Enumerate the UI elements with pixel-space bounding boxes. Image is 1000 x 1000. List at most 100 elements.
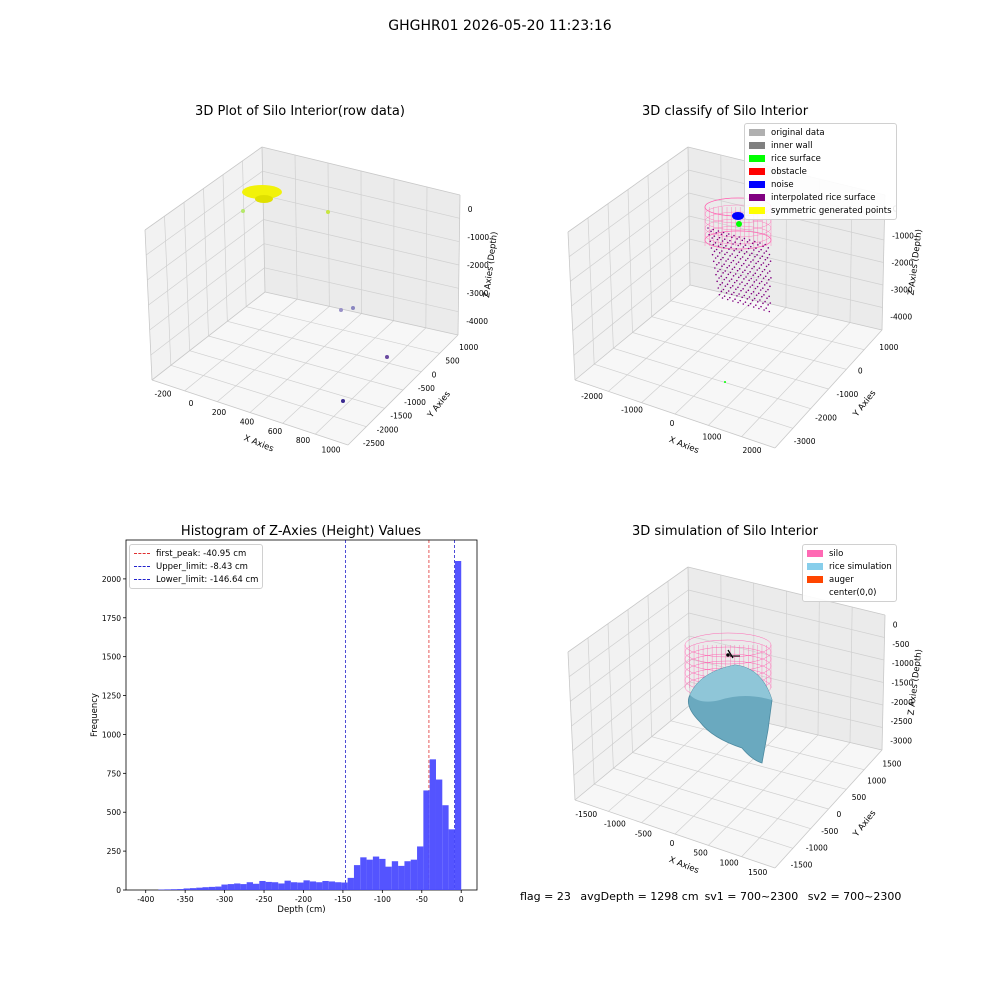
classify-surface-dot xyxy=(762,302,764,305)
classify-surface-dot xyxy=(726,251,728,254)
classify-surface-dot xyxy=(738,236,740,238)
classify-surface-dot xyxy=(733,291,735,294)
classify-surface-dot xyxy=(723,263,725,266)
classify-surface-dot xyxy=(755,247,757,249)
raw-ztick-label: -4000 xyxy=(466,317,488,326)
classify-surface-dot xyxy=(717,230,720,232)
classify-surface-dot xyxy=(727,273,730,276)
raw-grid-line xyxy=(360,170,362,314)
legend-classify-label: noise xyxy=(771,179,794,190)
classify-surface-dot xyxy=(727,258,729,260)
legend-sim-label: rice simulation xyxy=(829,561,892,572)
classify-surface-dot xyxy=(751,267,753,270)
classify-surface-dot xyxy=(736,269,739,272)
legend-hist-label: Upper_limit: -8.43 cm xyxy=(156,561,248,572)
sim-box-edge xyxy=(574,704,691,801)
sim-center-point xyxy=(726,653,730,657)
histogram-bar xyxy=(252,883,260,890)
classify-surface-dot xyxy=(747,289,750,292)
classify-surface-dot xyxy=(735,288,737,290)
raw-xtick-label: -200 xyxy=(154,390,171,399)
histogram-ytick-label: 1000 xyxy=(102,730,121,739)
raw-data-point xyxy=(385,355,389,359)
classify-box-edge xyxy=(574,379,776,449)
raw-box-edge xyxy=(151,379,349,446)
sim-xtick-label: 0 xyxy=(670,839,675,848)
classify-xtick-label: -2000 xyxy=(581,392,603,401)
histogram-xtick-label: -150 xyxy=(334,895,351,904)
classify-surface-dot xyxy=(755,262,757,265)
classify-surface-dot xyxy=(731,285,734,287)
classify-surface-dot xyxy=(760,280,763,283)
histogram-ytick-label: 750 xyxy=(107,769,122,778)
raw-ytick-label: -2500 xyxy=(363,439,385,448)
histogram-bar xyxy=(322,880,329,890)
classify-surface-dot xyxy=(767,288,769,291)
classify-surface-dot xyxy=(763,268,766,271)
sim-grid-line xyxy=(667,581,672,721)
classify-ytick-label: 1000 xyxy=(879,343,898,352)
classify-surface-dot xyxy=(754,240,756,243)
histogram-bar xyxy=(410,859,418,890)
classify-surface-dot xyxy=(762,245,764,248)
sv2-text: sv2 = 700~2300 xyxy=(807,890,902,903)
sim-ytick-label: 0 xyxy=(837,810,842,819)
classify-surface-dot xyxy=(732,300,734,302)
classify-surface-dot xyxy=(725,235,728,237)
histogram-bar xyxy=(316,882,323,890)
histogram-bar xyxy=(234,883,241,890)
legend-classify-swatch xyxy=(749,168,765,175)
classify-surface-dot xyxy=(721,240,724,242)
histogram-bar xyxy=(215,886,222,890)
raw-box-edge xyxy=(264,291,459,336)
classify-surface-dot xyxy=(763,284,766,286)
classify-surface-dot xyxy=(756,269,759,271)
histogram-bar xyxy=(379,858,386,890)
classify-surface-dot xyxy=(767,304,769,306)
sim-ytick-label: -1000 xyxy=(806,844,828,853)
classify-surface-dot xyxy=(746,266,748,268)
classify-surface-dot xyxy=(726,283,729,286)
classify-surface-dot xyxy=(757,292,760,295)
sim-xtick-label: 1000 xyxy=(720,858,739,867)
classify-surface-dot xyxy=(712,228,714,231)
legend-classify-swatch xyxy=(749,194,765,201)
histogram-bar xyxy=(177,889,184,890)
raw-box-edge xyxy=(144,146,263,231)
legend-classify-entry: interpolated rice surface xyxy=(749,191,892,204)
classify-surface-dot xyxy=(738,251,741,253)
histogram-bar xyxy=(271,882,279,890)
histogram-bar xyxy=(341,882,348,890)
classify-surface-dot xyxy=(746,298,749,300)
classify-surface-dot xyxy=(736,254,739,257)
legend-classify-entry: noise xyxy=(749,178,892,191)
classify-surface-dot xyxy=(715,273,717,276)
classify-surface-dot xyxy=(733,281,736,284)
simulation-legend: silo rice simulation auger center(0,0) xyxy=(802,544,897,602)
classify-surface-dot xyxy=(743,278,745,280)
histogram-xtick-label: -350 xyxy=(177,895,194,904)
classify-surface-dot xyxy=(750,277,753,280)
raw-grid-line xyxy=(315,327,427,435)
legend-classify-swatch xyxy=(749,142,765,149)
classify-surface-dot xyxy=(737,276,740,279)
classify-surface-dot xyxy=(729,271,732,274)
classify-surface-dot xyxy=(721,265,723,267)
raw-panel-title: 3D Plot of Silo Interior(row data) xyxy=(195,104,405,119)
classify-surface-dot xyxy=(723,295,726,297)
sim-ytick-label: -1500 xyxy=(791,861,813,870)
classify-surface-dot xyxy=(730,293,733,296)
legend-sim-swatch xyxy=(807,576,823,583)
sim-box-edge xyxy=(574,799,776,869)
classify-surface-dot xyxy=(720,233,723,236)
classify-surface-dot xyxy=(741,256,744,258)
classify-surface-dot xyxy=(729,286,732,289)
legend-sim-label: auger xyxy=(829,574,854,585)
histogram-bar xyxy=(196,887,203,890)
classify-surface-dot xyxy=(743,294,746,297)
classify-surface-dot xyxy=(759,274,762,276)
classify-surface-dot xyxy=(712,243,715,246)
classify-surface-dot xyxy=(724,253,726,256)
raw-data-point xyxy=(326,210,330,214)
